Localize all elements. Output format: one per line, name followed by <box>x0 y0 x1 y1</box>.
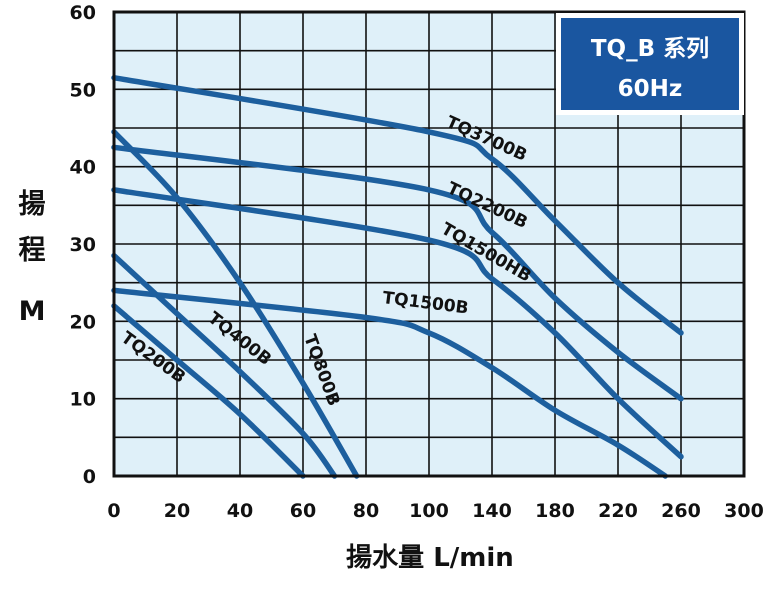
x-axis-label: 揚水量 L/min <box>346 543 514 573</box>
series-line <box>111 287 669 479</box>
x-tick-label: 20 <box>164 500 190 522</box>
y-tick-label: 60 <box>70 2 96 24</box>
x-tick-label: 80 <box>353 500 379 522</box>
series-line <box>111 187 684 460</box>
badge-box <box>561 18 739 110</box>
x-tick-label: 60 <box>290 500 316 522</box>
y-tick-label: 10 <box>70 389 96 411</box>
x-tick-label: 0 <box>107 500 120 522</box>
x-tick-label: 40 <box>227 500 253 522</box>
y-tick-label: 30 <box>70 234 96 256</box>
x-tick-label: 180 <box>535 500 575 522</box>
x-tick-label: 140 <box>472 500 512 522</box>
curve-group <box>111 74 684 479</box>
plot-frame <box>112 10 746 478</box>
series-line <box>111 303 306 479</box>
series-badge: TQ_B 系列 60Hz <box>556 13 744 115</box>
x-tick-label: 100 <box>409 500 449 522</box>
x-tick-label: 300 <box>724 500 764 522</box>
chart-subtitle: 60Hz <box>618 76 683 102</box>
y-tick-label: 20 <box>70 311 96 333</box>
y-axis-label-char: 揚 <box>19 189 46 220</box>
y-axis-label-char: M <box>19 296 46 327</box>
y-axis-label-char: 程 <box>19 235 46 266</box>
y-tick-label: 50 <box>70 79 96 101</box>
series-line <box>111 129 360 479</box>
x-tick-labels: 0 20 40 60 80 100 140 180 220 260 300 <box>107 500 763 522</box>
y-tick-labels: 0 10 20 30 40 50 60 <box>70 2 96 488</box>
y-axis-label: 揚 程 M <box>19 189 46 327</box>
x-tick-label: 220 <box>598 500 638 522</box>
y-tick-label: 0 <box>83 466 96 488</box>
x-tick-label: 260 <box>661 500 701 522</box>
series-line <box>111 74 684 336</box>
chart-title: TQ_B 系列 <box>591 36 709 62</box>
series-line <box>111 144 684 402</box>
y-tick-label: 40 <box>70 157 96 179</box>
series-line <box>111 252 338 479</box>
